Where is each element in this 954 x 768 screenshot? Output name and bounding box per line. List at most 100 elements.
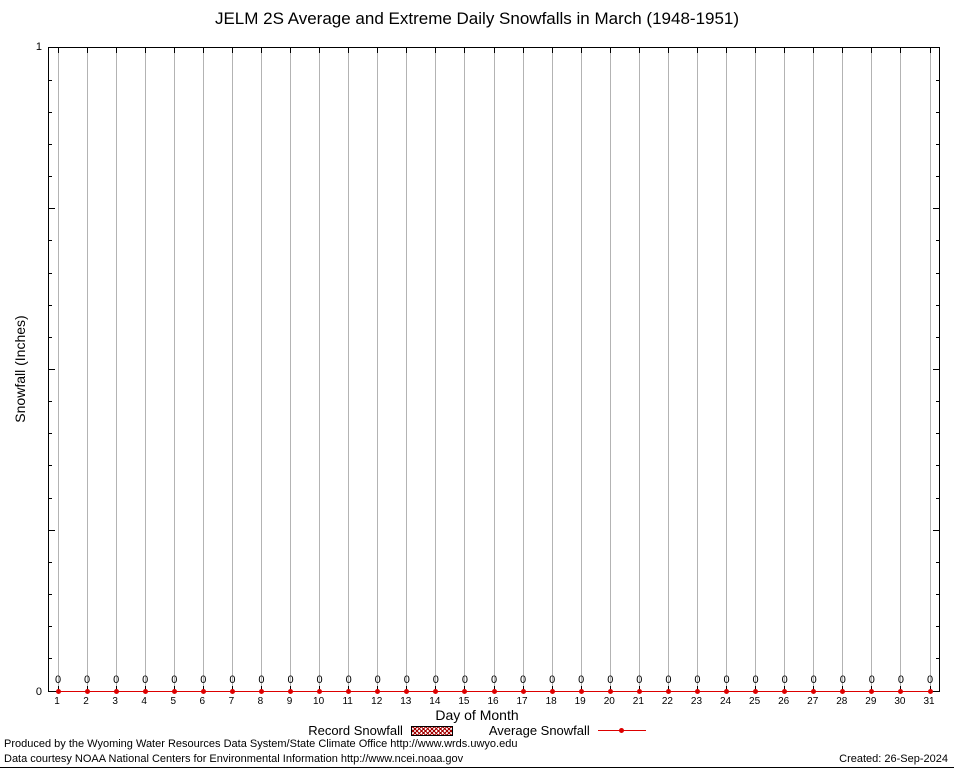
x-tick-top (57, 48, 59, 53)
gridline (755, 48, 757, 691)
y-tick-right (933, 529, 939, 531)
y-tick-right (936, 336, 939, 338)
record-value-label: 0 (723, 674, 730, 686)
record-value-label: 0 (897, 674, 904, 686)
record-value-label: 0 (142, 674, 149, 686)
record-value-label: 0 (636, 674, 643, 686)
x-tick-top (522, 48, 524, 53)
average-point-marker (404, 688, 410, 694)
record-value-label: 0 (781, 674, 788, 686)
x-tick-label: 15 (458, 696, 470, 707)
gridline (522, 48, 524, 691)
x-tick-label: 10 (313, 696, 325, 707)
average-point-marker (84, 688, 90, 694)
y-tick-left (49, 272, 52, 274)
y-tick-left (49, 240, 52, 242)
y-tick-left (49, 658, 52, 660)
gridline (319, 48, 321, 691)
x-tick-label: 23 (690, 696, 703, 707)
average-point-marker (317, 688, 323, 694)
x-tick-top (667, 48, 669, 53)
y-tick-left (49, 79, 52, 81)
record-value-label: 0 (432, 674, 439, 686)
x-tick-label: 11 (342, 696, 353, 707)
gridline (260, 48, 262, 691)
average-point-marker (491, 688, 497, 694)
y-axis-title: Snowfall (Inches) (12, 315, 28, 423)
y-tick-right (936, 433, 939, 435)
x-tick-top (638, 48, 640, 53)
y-tick-right (933, 208, 939, 210)
record-value-label: 0 (171, 674, 178, 686)
y-tick-left (49, 304, 52, 306)
x-tick-label: 29 (865, 696, 877, 707)
x-tick-label: 2 (83, 696, 89, 707)
footer-producer: Produced by the Wyoming Water Resources … (4, 738, 518, 750)
average-point-marker (724, 688, 730, 694)
record-value-label: 0 (665, 674, 672, 686)
gridline (813, 48, 815, 691)
x-tick-label: 14 (429, 696, 441, 707)
gridline (144, 48, 146, 691)
x-tick-label: 8 (257, 696, 264, 707)
y-tick-left (49, 336, 52, 338)
x-tick-label: 26 (778, 696, 790, 707)
record-value-label: 0 (287, 674, 294, 686)
gridline (290, 48, 292, 691)
average-point-marker (171, 688, 177, 694)
average-point-marker (811, 688, 817, 694)
x-tick-top (551, 48, 553, 53)
y-tick-left (49, 369, 55, 370)
y-tick-left (49, 626, 52, 628)
x-tick-label: 12 (371, 696, 383, 707)
chart-title: JELM 2S Average and Extreme Daily Snowfa… (214, 9, 740, 28)
record-value-label: 0 (926, 674, 934, 686)
x-tick-label: 20 (603, 696, 615, 707)
gridline (57, 48, 59, 691)
legend: Record Snowfall Average Snowfall (0, 723, 954, 738)
gridline (377, 48, 379, 691)
record-value-label: 0 (345, 674, 352, 686)
x-tick-top (406, 48, 408, 53)
gridline (667, 48, 669, 691)
record-value-label: 0 (54, 674, 62, 686)
record-value-label: 0 (694, 674, 701, 686)
x-tick-top (435, 48, 437, 53)
x-tick-label: 4 (141, 696, 147, 707)
gridline (638, 48, 640, 691)
y-tick-right (936, 143, 939, 145)
gridline (173, 48, 175, 691)
x-tick-label: 18 (545, 696, 557, 707)
record-value-label: 0 (868, 674, 875, 686)
average-point-marker (462, 688, 468, 694)
y-tick-left (49, 497, 52, 499)
record-value-label: 0 (374, 674, 381, 686)
gridline (580, 48, 582, 691)
legend-average-label: Average Snowfall (488, 723, 590, 738)
average-point-marker (258, 688, 264, 694)
gridline (696, 48, 698, 691)
average-point-marker (375, 688, 381, 694)
gridline (842, 48, 844, 691)
x-tick-top (377, 48, 379, 53)
gridline (464, 48, 466, 691)
x-tick-top (144, 48, 146, 53)
record-value-label: 0 (490, 674, 498, 686)
average-point-marker (578, 688, 584, 694)
average-point-marker (898, 688, 904, 694)
x-tick-label: 19 (574, 696, 586, 707)
gridline (435, 48, 437, 691)
average-point-marker (549, 688, 555, 694)
y-tick-left (49, 208, 55, 210)
legend-record-swatch (410, 725, 453, 736)
average-point-marker (142, 688, 148, 694)
y-tick-right (936, 561, 939, 563)
record-value-label: 0 (258, 674, 265, 686)
gridline (115, 48, 117, 691)
x-tick-top (929, 48, 931, 53)
y-tick-label-max: 1 (35, 41, 42, 53)
gridline (493, 48, 495, 691)
y-tick-right (936, 465, 939, 467)
x-tick-label: 21 (632, 696, 644, 707)
